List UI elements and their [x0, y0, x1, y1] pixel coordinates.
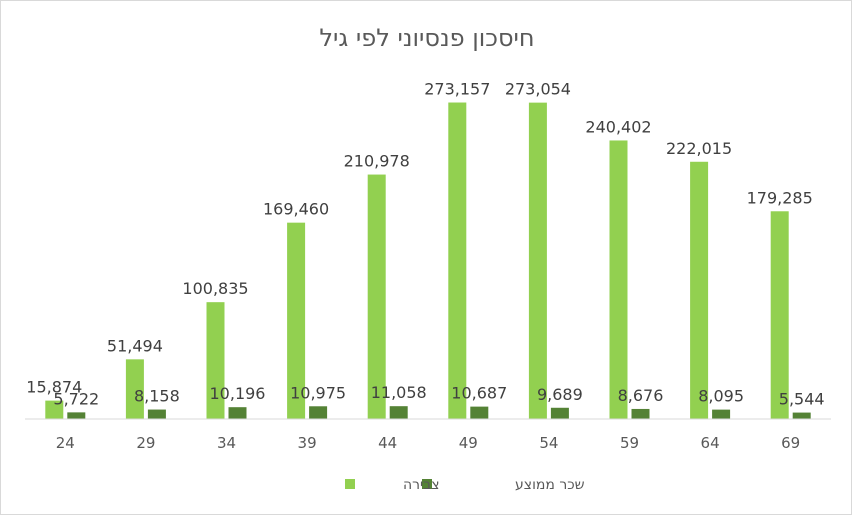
legend-swatch-salary [422, 479, 432, 489]
bar-salary [792, 412, 811, 419]
x-tick-label: 24 [56, 434, 75, 452]
x-tick-label: 69 [781, 434, 800, 452]
bar-salary [309, 406, 328, 419]
legend-label-accumulation: צבירה [403, 477, 440, 493]
data-label-accumulation: 210,978 [344, 152, 410, 171]
bar-accumulation [287, 222, 306, 419]
bar-salary [389, 406, 408, 419]
data-label-salary: 10,687 [451, 384, 507, 403]
data-label-accumulation: 51,494 [107, 336, 163, 355]
data-label-salary: 10,196 [210, 384, 266, 403]
x-tick-label: 29 [136, 434, 155, 452]
x-axis-ticks: 24 29 34 39 44 49 54 59 64 69 [56, 434, 800, 452]
bar-accumulation [609, 140, 628, 419]
data-label-salary: 11,058 [371, 383, 427, 402]
x-tick-label: 49 [459, 434, 478, 452]
bar-accumulation [125, 359, 144, 419]
x-tick-label: 59 [620, 434, 639, 452]
data-label-salary: 5,722 [53, 389, 99, 408]
bar-salary [470, 406, 489, 419]
legend-swatch-accumulation [345, 479, 355, 489]
data-label-accumulation: 273,054 [505, 80, 571, 99]
bar-accumulation [367, 174, 386, 419]
bar-salary [147, 409, 166, 419]
data-label-salary: 5,544 [779, 390, 825, 409]
bar-accumulation [45, 400, 64, 419]
data-label-accumulation: 179,285 [747, 188, 813, 207]
bar-accumulation [206, 302, 225, 419]
x-tick-label: 44 [378, 434, 397, 452]
data-label-salary: 10,975 [290, 383, 346, 402]
data-label-accumulation: 273,157 [424, 80, 490, 99]
data-label-accumulation: 222,015 [666, 139, 732, 158]
data-label-salary: 8,676 [618, 386, 664, 405]
bar-salary [67, 412, 86, 419]
data-label-accumulation: 240,402 [585, 117, 651, 136]
bar-salary [712, 409, 731, 419]
legend-label-salary: שכר ממוצע [515, 477, 585, 493]
bar-accumulation [690, 161, 709, 419]
x-tick-label: 34 [217, 434, 236, 452]
legend: שכר ממוצע צבירה [345, 477, 585, 493]
x-tick-label: 64 [701, 434, 720, 452]
data-label-salary: 8,158 [134, 387, 180, 406]
data-label-salary: 8,095 [698, 387, 744, 406]
bar-accumulation [528, 102, 547, 420]
x-tick-label: 39 [298, 434, 317, 452]
data-label-accumulation: 15,874 [26, 378, 82, 397]
bar-accumulation [448, 102, 467, 419]
data-label-accumulation: 169,460 [263, 200, 329, 219]
x-tick-label: 54 [539, 434, 558, 452]
bar-salary [228, 407, 247, 419]
data-label-accumulation: 100,835 [182, 279, 248, 298]
bar-accumulation [770, 211, 789, 419]
bars-group [45, 102, 811, 420]
chart-title: חיסכון פנסיוני לפי גיל [319, 24, 534, 52]
data-label-salary: 9,689 [537, 385, 583, 404]
bar-salary [631, 408, 650, 419]
bar-salary [550, 407, 569, 419]
